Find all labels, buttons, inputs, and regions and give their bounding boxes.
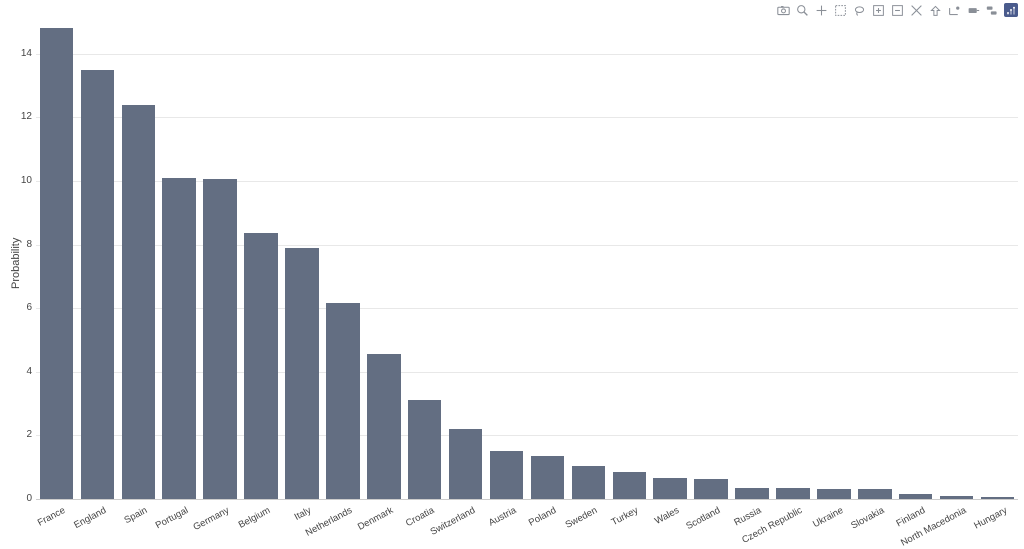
- xtick-label: Germany: [192, 505, 232, 533]
- bar[interactable]: [572, 466, 606, 499]
- bar[interactable]: [613, 472, 647, 499]
- xtick-label: France: [36, 505, 67, 529]
- ytick-label: 2: [8, 429, 32, 440]
- ytick-label: 10: [8, 175, 32, 186]
- xtick-label: Slovakia: [849, 505, 886, 532]
- ytick-label: 14: [8, 48, 32, 59]
- gridline: [36, 54, 1018, 55]
- bar[interactable]: [244, 233, 278, 499]
- xtick-label: Poland: [527, 505, 558, 529]
- ytick-label: 12: [8, 111, 32, 122]
- bar[interactable]: [531, 456, 565, 499]
- xtick-label: Austria: [486, 505, 517, 529]
- xtick-label: Russia: [732, 505, 763, 528]
- bar[interactable]: [40, 28, 74, 499]
- x-axis-line: [36, 499, 1018, 500]
- bar[interactable]: [735, 488, 769, 499]
- bar[interactable]: [203, 179, 237, 499]
- xtick-label: Wales: [653, 505, 681, 527]
- plot-area: Probability 02468101214 FranceEnglandSpa…: [0, 0, 1024, 544]
- bar[interactable]: [490, 451, 524, 499]
- ytick-label: 8: [8, 239, 32, 250]
- bar[interactable]: [367, 354, 401, 499]
- gridline: [36, 117, 1018, 118]
- bar[interactable]: [81, 70, 115, 499]
- xtick-label: Switzerland: [428, 505, 477, 538]
- xtick-label: Portugal: [154, 505, 190, 531]
- xtick-label: Italy: [293, 505, 314, 523]
- bar[interactable]: [285, 248, 319, 499]
- bar[interactable]: [776, 488, 810, 499]
- xtick-label: Ukraine: [811, 505, 845, 530]
- bar[interactable]: [449, 429, 483, 499]
- xtick-label: Scotland: [684, 505, 722, 532]
- bar[interactable]: [653, 478, 687, 499]
- ytick-label: 4: [8, 366, 32, 377]
- ytick-label: 6: [8, 302, 32, 313]
- bar[interactable]: [694, 479, 728, 499]
- xtick-label: Hungary: [972, 505, 1009, 532]
- bar[interactable]: [326, 303, 360, 499]
- xtick-label: Belgium: [237, 505, 272, 531]
- bar[interactable]: [817, 489, 851, 499]
- ytick-label: 0: [8, 493, 32, 504]
- bar[interactable]: [122, 105, 156, 499]
- xtick-label: England: [73, 505, 109, 531]
- xtick-label: Turkey: [610, 505, 640, 528]
- bar[interactable]: [162, 178, 196, 499]
- bar[interactable]: [858, 489, 892, 499]
- xtick-label: Denmark: [356, 505, 395, 533]
- xtick-label: Spain: [123, 505, 150, 526]
- xtick-label: Sweden: [564, 505, 599, 531]
- bar[interactable]: [408, 400, 442, 499]
